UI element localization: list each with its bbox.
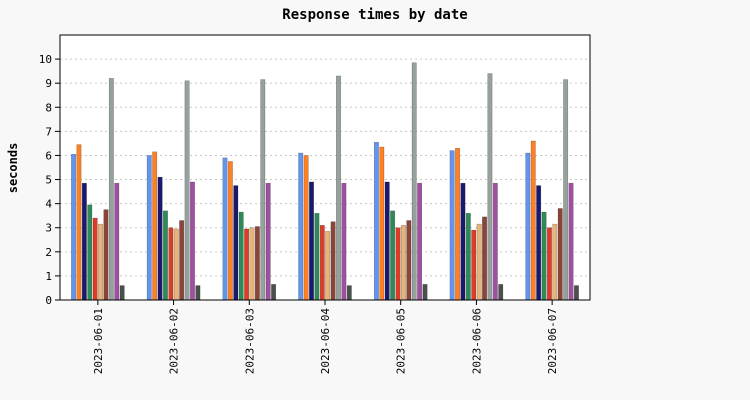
bar [563,79,569,301]
bars [71,62,579,301]
x-tick-label: 2023-06-01 [92,308,105,374]
bar [98,223,104,301]
y-tick-label: 10 [39,53,52,66]
bar [184,80,190,301]
x-axis: 2023-06-01 2023-06-02 2023-06-03 2023-06-04… [92,300,559,374]
bar [254,226,260,301]
bar [325,231,331,301]
bar [157,176,163,301]
bar [406,220,412,301]
bar [573,285,579,301]
bar [76,144,82,301]
bar [168,227,174,301]
bar [449,150,455,301]
bar [465,213,471,301]
bar [298,152,304,301]
bar [238,211,244,301]
bar [227,161,233,301]
y-tick-label: 1 [45,270,52,283]
bar [482,216,487,301]
bar [330,221,336,301]
bar [455,147,460,301]
bar [303,155,309,301]
bar [395,227,401,301]
bar [498,284,504,301]
bar [541,211,547,301]
bar [346,285,352,301]
bar [530,140,536,301]
bar [336,75,341,301]
bar [557,208,563,301]
bar [271,284,277,301]
bar [190,181,195,301]
bar [260,79,266,301]
bar [417,182,423,301]
x-tick-label: 2023-06-06 [470,308,483,374]
bar [546,227,552,301]
grid-lines [60,58,590,277]
bar [379,146,385,301]
bar [536,185,542,301]
y-tick-label: 9 [45,77,52,90]
bar [460,182,466,301]
x-tick-label: 2023-06-03 [243,308,256,374]
y-tick-label: 0 [45,294,52,307]
bar [233,185,239,301]
bar [87,204,93,301]
bar [152,151,158,301]
bar [552,223,558,301]
bar [568,182,574,301]
bar [265,182,271,301]
bar [492,182,498,301]
y-tick-label: 8 [45,101,52,114]
bar [114,182,120,301]
bar [119,285,125,301]
y-axis: 0 1 2 3 4 5 6 7 8 9 10 [39,53,60,307]
bar [314,213,320,301]
bar [222,157,228,301]
bar [103,209,109,301]
bar [71,154,77,301]
bar [179,220,185,301]
x-tick-label: 2023-06-04 [319,308,332,375]
bar [195,285,201,301]
y-tick-label: 7 [45,125,52,138]
bar [471,229,477,301]
bar [249,227,255,301]
y-tick-label: 4 [45,198,52,211]
bar [92,217,98,301]
bar [146,155,152,301]
y-tick-label: 5 [45,174,52,187]
bar [422,284,428,301]
bar [173,228,179,301]
bar [476,223,482,301]
y-tick-label: 3 [45,222,52,235]
x-tick-label: 2023-06-02 [168,308,181,374]
bar [108,78,114,301]
bar [411,62,417,301]
bar [373,141,379,301]
bar [163,210,168,301]
plot-area [60,35,590,300]
bar [309,181,314,301]
x-tick-label: 2023-06-07 [546,308,559,374]
y-tick-label: 6 [45,149,52,162]
bar [81,182,87,301]
bar [525,152,531,301]
bar [487,73,493,301]
y-tick-label: 2 [45,246,52,259]
bar [244,228,250,301]
bar [341,182,347,301]
x-tick-label: 2023-06-05 [395,308,408,374]
chart-title: Response times by date [282,7,467,23]
bar [400,225,406,301]
bar [319,225,325,301]
bar [384,181,390,301]
y-axis-label: seconds [6,143,20,194]
bar [390,210,396,301]
